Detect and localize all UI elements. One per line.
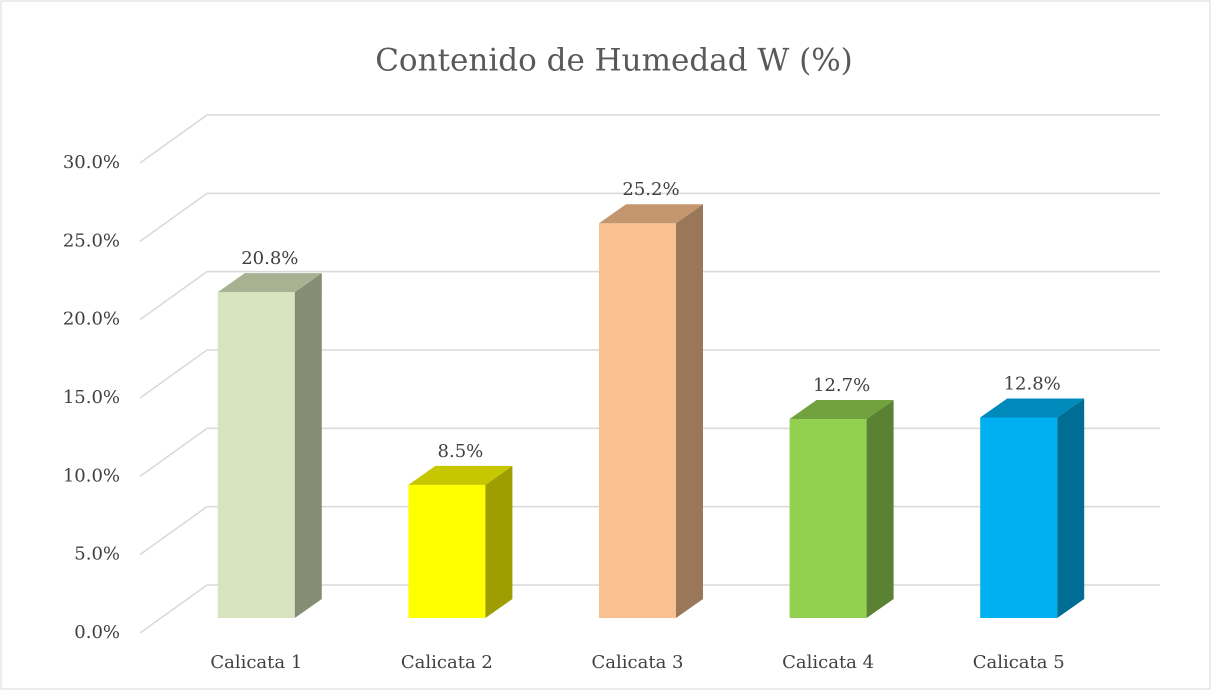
bar-side	[1057, 398, 1085, 618]
x-tick-label: Calicata 3	[592, 652, 684, 673]
grid-line	[139, 271, 208, 321]
y-tick-label: 20.0%	[63, 309, 120, 330]
x-tick-label: Calicata 5	[973, 652, 1065, 673]
bar-top	[217, 273, 322, 293]
grid-line	[139, 114, 208, 164]
bar-side	[676, 204, 703, 618]
data-label: 12.8%	[1004, 373, 1061, 394]
bar-top	[408, 465, 513, 485]
y-tick-label: 0.0%	[74, 622, 120, 643]
y-tick-label: 5.0%	[74, 544, 120, 565]
data-label: 12.7%	[813, 375, 870, 396]
bar	[599, 223, 676, 618]
x-tick-label: Calicata 1	[210, 652, 302, 673]
bar-top	[980, 398, 1085, 418]
y-tick-label: 30.0%	[63, 152, 120, 173]
bar-top	[599, 204, 703, 224]
x-tick-label: Calicata 2	[401, 652, 493, 673]
data-label: 20.8%	[241, 248, 298, 269]
bar	[980, 417, 1058, 618]
bar-top	[789, 400, 894, 420]
grid-line	[139, 584, 208, 634]
grid-line	[139, 427, 208, 477]
bar-side	[485, 465, 513, 618]
y-tick-label: 10.0%	[63, 465, 120, 486]
bar	[217, 292, 295, 618]
data-label: 8.5%	[438, 441, 484, 462]
bar-side	[294, 273, 322, 618]
x-tick-label: Calicata 4	[782, 652, 874, 673]
grid-line	[139, 349, 208, 399]
bar-side	[866, 400, 894, 618]
grid-line	[139, 506, 208, 556]
bar	[408, 484, 486, 618]
y-tick-label: 15.0%	[63, 387, 120, 408]
chart-title: Contenido de Humedad W (%)	[375, 43, 853, 79]
y-tick-label: 25.0%	[63, 230, 120, 251]
bar	[789, 419, 867, 618]
data-label: 25.2%	[622, 179, 679, 200]
grid-line	[139, 192, 208, 242]
